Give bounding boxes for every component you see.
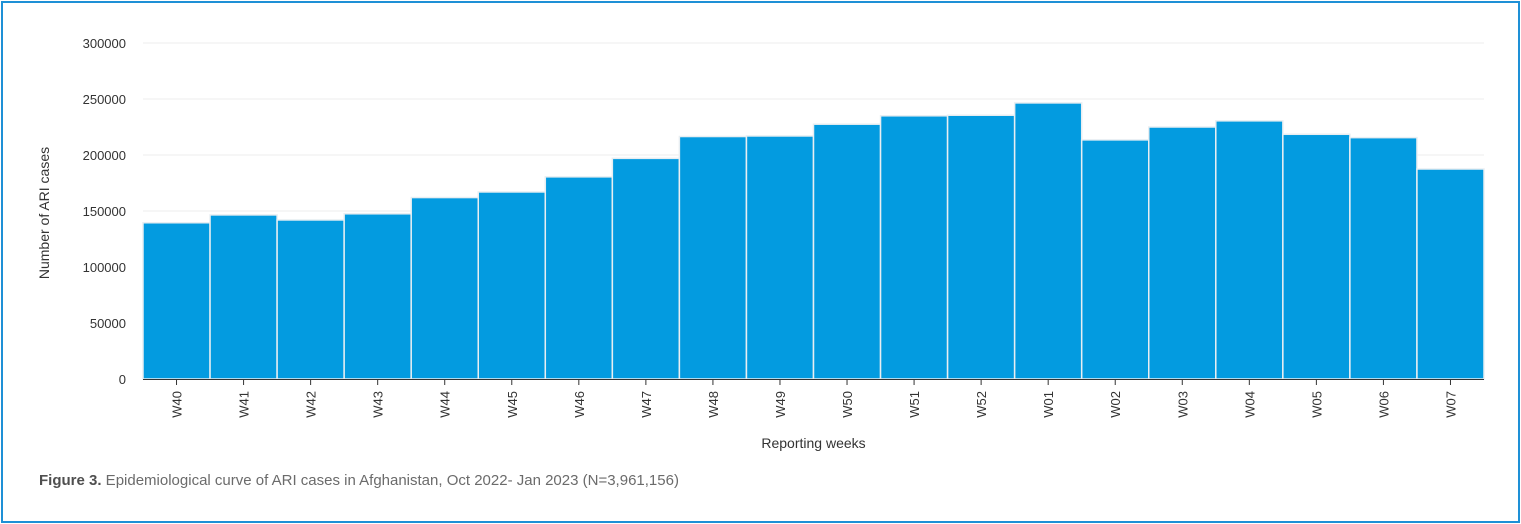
x-tick-label: W43 <box>371 391 386 418</box>
x-tick-label: W45 <box>505 391 520 418</box>
y-tick-label: 300000 <box>83 36 126 51</box>
x-tick-label: W07 <box>1443 391 1458 418</box>
bar-w43 <box>343 213 412 380</box>
bar-w03 <box>1148 126 1217 380</box>
y-axis-title: Number of ARI cases <box>36 147 52 279</box>
bar-w42 <box>276 219 345 380</box>
bar-w06 <box>1349 136 1418 380</box>
bar-w40 <box>142 222 211 380</box>
bar-w51 <box>879 115 949 380</box>
y-tick-label: 0 <box>119 372 126 387</box>
bar-w46 <box>544 176 614 380</box>
bar-w52 <box>946 114 1016 380</box>
x-tick-label: W48 <box>706 391 721 418</box>
x-tick-label: W01 <box>1041 391 1056 418</box>
y-tick-label: 100000 <box>83 260 126 275</box>
bar-w48 <box>678 135 748 380</box>
bar-w50 <box>812 123 882 380</box>
ari-cases-bar-chart: 0 50000 100000 150000 200000 250000 300000 W40 W… <box>36 36 1485 451</box>
x-tick-label: W06 <box>1376 391 1391 418</box>
y-tick-label: 50000 <box>90 316 126 331</box>
x-tick-label: W52 <box>974 391 989 418</box>
x-tick-label: W47 <box>639 391 654 418</box>
x-tick-label: W04 <box>1242 391 1257 418</box>
axes: 0 50000 100000 150000 200000 250000 300000 W40 W… <box>83 36 1484 418</box>
x-tick-label: W03 <box>1175 391 1190 418</box>
x-tick-label: W05 <box>1309 391 1324 418</box>
x-tick-label: W51 <box>907 391 922 418</box>
x-tick-label: W42 <box>304 391 319 418</box>
bar-w49 <box>745 135 815 380</box>
x-tick-label: W40 <box>170 391 185 418</box>
bar-w45 <box>477 191 547 380</box>
bar-w05 <box>1282 133 1351 380</box>
bar-w04 <box>1215 120 1284 380</box>
x-tick-label: W49 <box>773 391 788 418</box>
bar-w44 <box>410 196 480 380</box>
bar-w41 <box>209 214 278 380</box>
figure-caption-label: Figure 3. <box>39 472 102 489</box>
x-tick-label: W50 <box>840 391 855 418</box>
x-tick-label: W02 <box>1108 391 1123 418</box>
figure-caption: Figure 3. Epidemiological curve of ARI c… <box>39 472 679 489</box>
y-tick-label: 250000 <box>83 92 126 107</box>
bar-w02 <box>1080 139 1150 380</box>
bar-w47 <box>611 157 681 380</box>
x-tick-label: W46 <box>572 391 587 418</box>
bar-w07 <box>1416 168 1485 380</box>
x-tick-label: W41 <box>237 391 252 418</box>
bars <box>142 102 1485 380</box>
x-tick-label: W44 <box>438 391 453 418</box>
x-axis-title: Reporting weeks <box>761 435 865 451</box>
bar-w01 <box>1013 102 1083 380</box>
y-tick-label: 150000 <box>83 204 126 219</box>
figure-caption-text: Epidemiological curve of ARI cases in Af… <box>101 472 679 489</box>
y-tick-label: 200000 <box>83 148 126 163</box>
